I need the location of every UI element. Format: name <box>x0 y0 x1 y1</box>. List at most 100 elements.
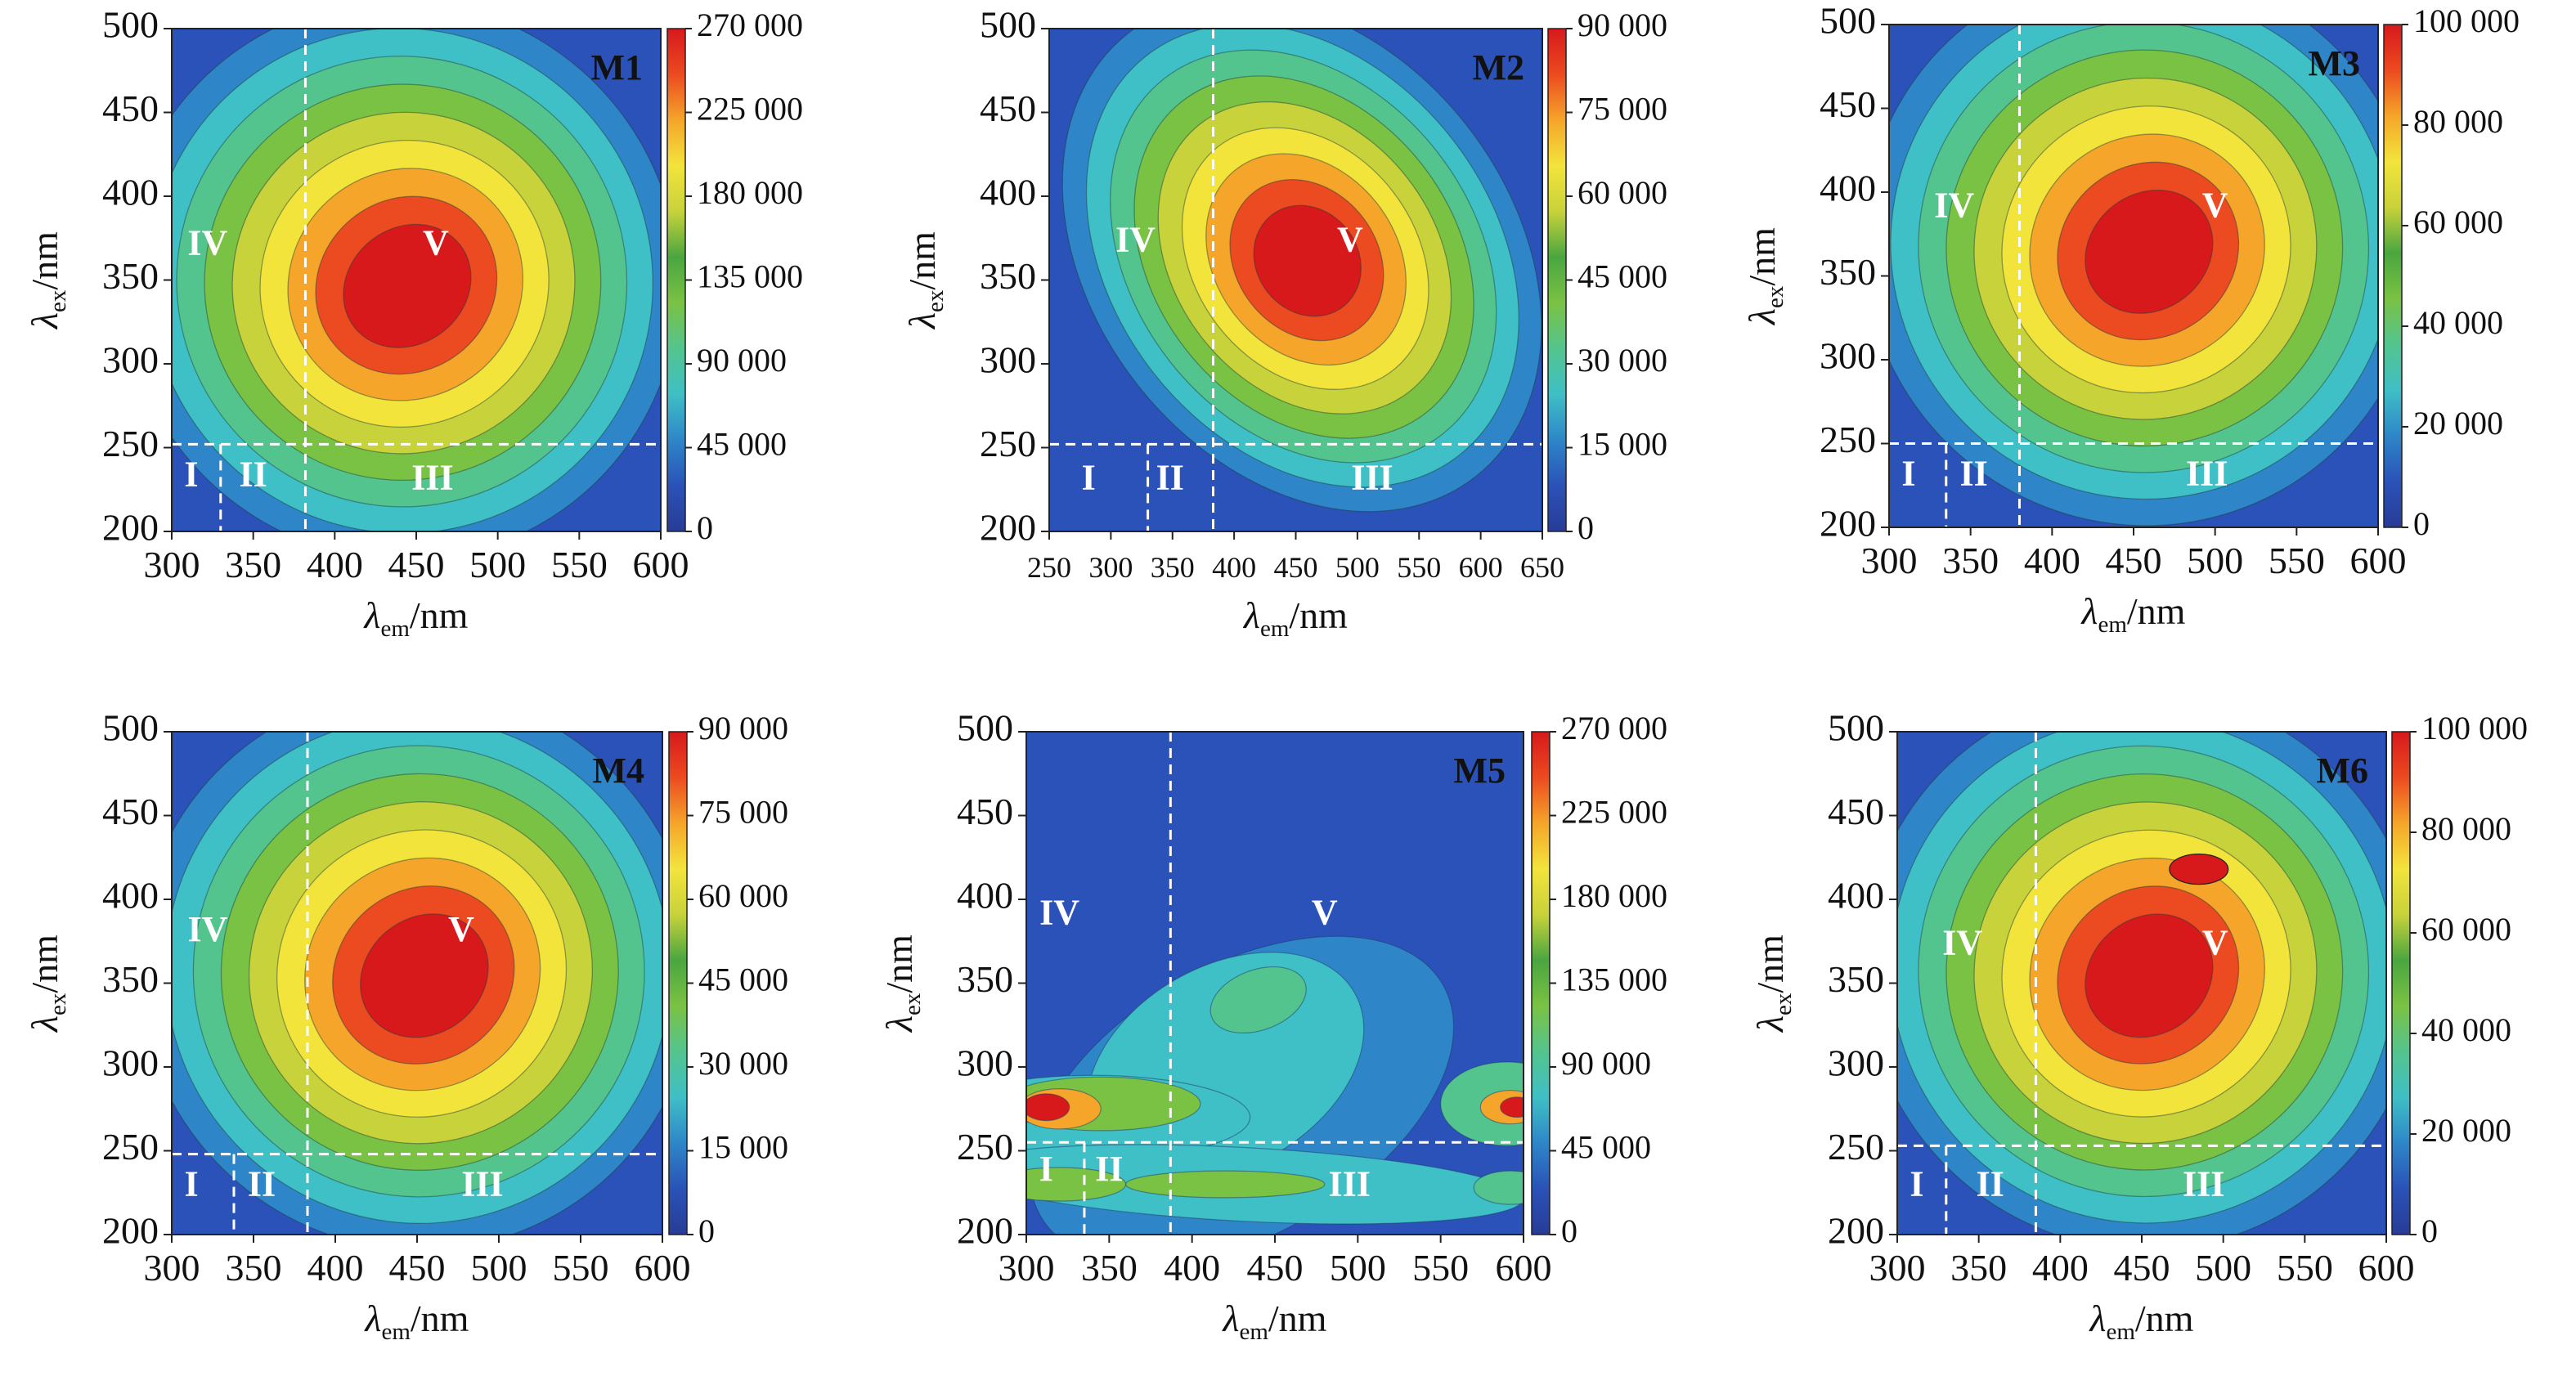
x-tick-label: 500 <box>2187 540 2243 581</box>
region-label: IV <box>187 223 227 263</box>
x-axis-label: λem/nm <box>1222 1298 1327 1345</box>
region-label: I <box>1901 454 1915 494</box>
intensity-contour <box>1253 204 1362 317</box>
region-label: V <box>423 223 449 263</box>
x-tick-label: 500 <box>2195 1247 2251 1289</box>
x-tick-label: 300 <box>144 1247 200 1289</box>
colorbar-tick-label: 15 000 <box>1577 426 1667 463</box>
intensity-contour <box>2085 913 2214 1038</box>
x-tick-label: 550 <box>553 1247 609 1289</box>
y-tick-label: 500 <box>1828 707 1884 749</box>
x-tick-label: 400 <box>307 544 363 585</box>
colorbar-tick-label: 80 000 <box>2413 103 2503 140</box>
colorbar-tick-label: 90 000 <box>1577 7 1667 43</box>
y-tick-label: 350 <box>957 958 1013 1000</box>
y-tick-label: 200 <box>102 507 159 549</box>
x-tick-label: 550 <box>1412 1247 1469 1289</box>
colorbar-tick-label: 90 000 <box>697 342 787 379</box>
panel-title: M3 <box>2308 43 2360 83</box>
y-tick-label: 250 <box>102 423 159 464</box>
region-label: IV <box>1942 922 1982 962</box>
y-tick-label: 200 <box>980 507 1036 549</box>
colorbar-tick-label: 100 000 <box>2413 2 2520 39</box>
intensity-contour <box>1209 966 1307 1034</box>
x-tick-label: 450 <box>1274 551 1318 584</box>
region-label: II <box>1960 454 1988 494</box>
region-label: III <box>411 458 453 498</box>
panel-title: M5 <box>1453 751 1506 791</box>
region-label: IV <box>1115 219 1156 259</box>
x-tick-label: 300 <box>999 1247 1055 1289</box>
colorbar-tick-label: 270 000 <box>1561 710 1667 746</box>
y-tick-label: 300 <box>980 339 1036 381</box>
colorbar-tick-label: 30 000 <box>1577 342 1667 379</box>
region-label: V <box>1312 893 1338 933</box>
y-tick-label: 400 <box>102 172 159 213</box>
y-tick-label: 350 <box>102 255 159 297</box>
intensity-contour <box>1026 1167 1127 1202</box>
y-tick-label: 350 <box>980 255 1036 297</box>
y-tick-label: 500 <box>102 707 159 749</box>
y-tick-label: 300 <box>957 1042 1013 1084</box>
x-tick-label: 400 <box>2024 540 2080 581</box>
y-tick-label: 350 <box>1820 251 1876 293</box>
x-tick-label: 600 <box>2358 1247 2415 1289</box>
intensity-contour <box>343 223 472 348</box>
region-label: IV <box>1934 186 1974 226</box>
colorbar-tick-label: 75 000 <box>1577 91 1667 128</box>
y-tick-label: 500 <box>1820 0 1876 42</box>
region-label: IV <box>1039 893 1079 933</box>
colorbar-tick-label: 75 000 <box>698 794 788 831</box>
x-tick-label: 550 <box>551 544 608 585</box>
colorbar-tick-label: 0 <box>698 1212 715 1249</box>
region-label: V <box>2202 922 2228 962</box>
x-tick-label: 450 <box>2106 540 2162 581</box>
y-tick-label: 250 <box>957 1126 1013 1168</box>
region-label: II <box>248 1164 276 1204</box>
region-label: III <box>2183 1164 2224 1204</box>
region-label: I <box>184 454 198 494</box>
colorbar-tick-label: 180 000 <box>1561 877 1667 914</box>
y-tick-label: 400 <box>957 875 1013 917</box>
y-tick-label: 500 <box>102 4 159 46</box>
region-label: V <box>448 909 474 949</box>
panel-title: M1 <box>590 47 643 87</box>
colorbar-tick-label: 135 000 <box>1561 961 1667 998</box>
colorbar-tick-label: 180 000 <box>697 174 803 211</box>
y-axis-label: λex/nm <box>24 935 71 1033</box>
x-tick-label: 600 <box>1496 1247 1552 1289</box>
colorbar <box>668 731 688 1235</box>
x-tick-label: 450 <box>388 544 445 585</box>
colorbar-tick-label: 225 000 <box>1561 794 1667 831</box>
y-tick-label: 450 <box>102 791 159 832</box>
y-tick-label: 200 <box>102 1210 159 1252</box>
x-tick-label: 450 <box>389 1247 446 1289</box>
x-tick-label: 600 <box>1459 551 1503 584</box>
x-axis-label: λem/nm <box>363 594 469 642</box>
region-label: III <box>1351 458 1393 498</box>
intensity-contour <box>360 913 489 1038</box>
x-axis-label: λem/nm <box>2089 1298 2194 1345</box>
colorbar <box>1531 731 1551 1235</box>
x-tick-label: 600 <box>633 544 689 585</box>
x-tick-label: 650 <box>1520 551 1564 584</box>
y-tick-label: 200 <box>1828 1210 1884 1252</box>
y-tick-label: 450 <box>957 791 1013 832</box>
colorbar-tick-label: 0 <box>697 509 713 546</box>
x-tick-label: 500 <box>471 1247 527 1289</box>
colorbar-tick-label: 15 000 <box>698 1129 788 1166</box>
y-tick-label: 450 <box>980 87 1036 129</box>
colorbar-tick-label: 60 000 <box>698 877 788 914</box>
y-tick-label: 350 <box>102 958 159 1000</box>
y-tick-label: 400 <box>1820 168 1876 209</box>
y-tick-label: 250 <box>1820 419 1876 460</box>
x-tick-label: 350 <box>1950 1247 2007 1289</box>
x-tick-label: 350 <box>1081 1247 1138 1289</box>
x-tick-label: 550 <box>2277 1247 2333 1289</box>
